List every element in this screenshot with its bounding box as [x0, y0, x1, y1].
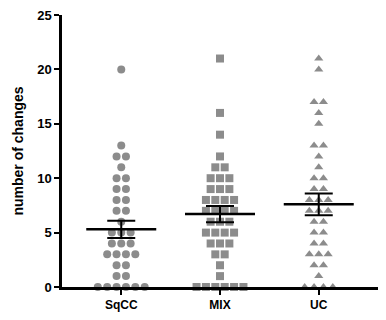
- svg-text:SqCC: SqCC: [105, 298, 138, 312]
- svg-text:number of changes: number of changes: [10, 86, 26, 215]
- svg-text:15: 15: [37, 116, 51, 131]
- svg-text:10: 10: [37, 171, 51, 186]
- svg-text:5: 5: [44, 225, 51, 240]
- svg-text:MIX: MIX: [209, 298, 230, 312]
- svg-text:UC: UC: [310, 298, 328, 312]
- svg-text:20: 20: [37, 62, 51, 77]
- svg-text:0: 0: [44, 280, 51, 295]
- svg-text:25: 25: [37, 8, 51, 23]
